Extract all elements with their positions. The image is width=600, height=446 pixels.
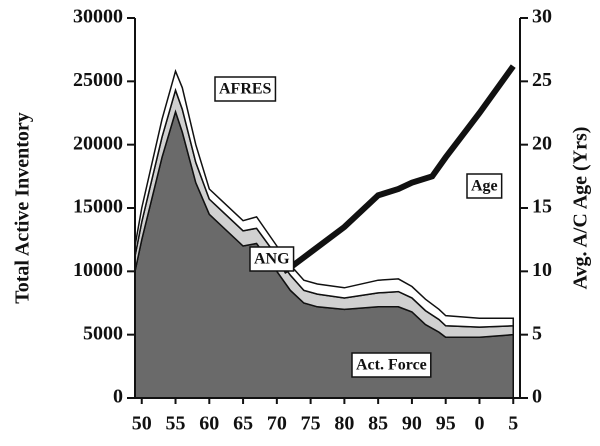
y-tick-label: 0 <box>113 386 123 408</box>
y2-tick-label: 30 <box>532 6 552 28</box>
x-tick-label: 50 <box>132 413 152 435</box>
y-tick-label: 5000 <box>83 322 123 344</box>
x-tick-label: 90 <box>402 413 422 435</box>
series-label-box <box>249 246 295 272</box>
age-line <box>282 64 516 274</box>
y2-tick-label: 5 <box>532 322 542 344</box>
x-tick-label: 0 <box>474 413 484 435</box>
x-tick-label: 75 <box>301 413 321 435</box>
x-tick-label: 80 <box>334 413 354 435</box>
y-tick-label: 30000 <box>73 6 123 28</box>
series-label: Age <box>471 178 498 195</box>
series-label: ANG <box>254 251 290 268</box>
series-label: Act. Force <box>356 357 427 374</box>
series-label-box <box>351 352 432 378</box>
series-label-box <box>466 173 503 199</box>
y2-tick-label: 10 <box>532 259 552 281</box>
x-tick-label: 65 <box>233 413 253 435</box>
x-tick-label: 95 <box>436 413 456 435</box>
x-tick-label: 60 <box>199 413 219 435</box>
x-tick-label: 70 <box>267 413 287 435</box>
x-tick-label: 5 <box>508 413 518 435</box>
y-axis-label: Total Active Inventory <box>12 112 34 303</box>
y-tick-label: 20000 <box>73 132 123 154</box>
y2-tick-label: 15 <box>532 196 552 218</box>
y2-axis-label: Avg. A/C Age (Yrs) <box>570 127 592 290</box>
x-tick-label: 55 <box>166 413 186 435</box>
y2-tick-label: 25 <box>532 69 552 91</box>
y-tick-label: 10000 <box>73 259 123 281</box>
area <box>134 68 514 328</box>
y-tick-label: 25000 <box>73 69 123 91</box>
y-tick-label: 15000 <box>73 196 123 218</box>
x-tick-label: 85 <box>368 413 388 435</box>
series-label-box <box>214 76 277 102</box>
y2-tick-label: 0 <box>532 386 542 408</box>
series-label: AFRES <box>219 81 272 98</box>
y2-tick-label: 20 <box>532 132 552 154</box>
